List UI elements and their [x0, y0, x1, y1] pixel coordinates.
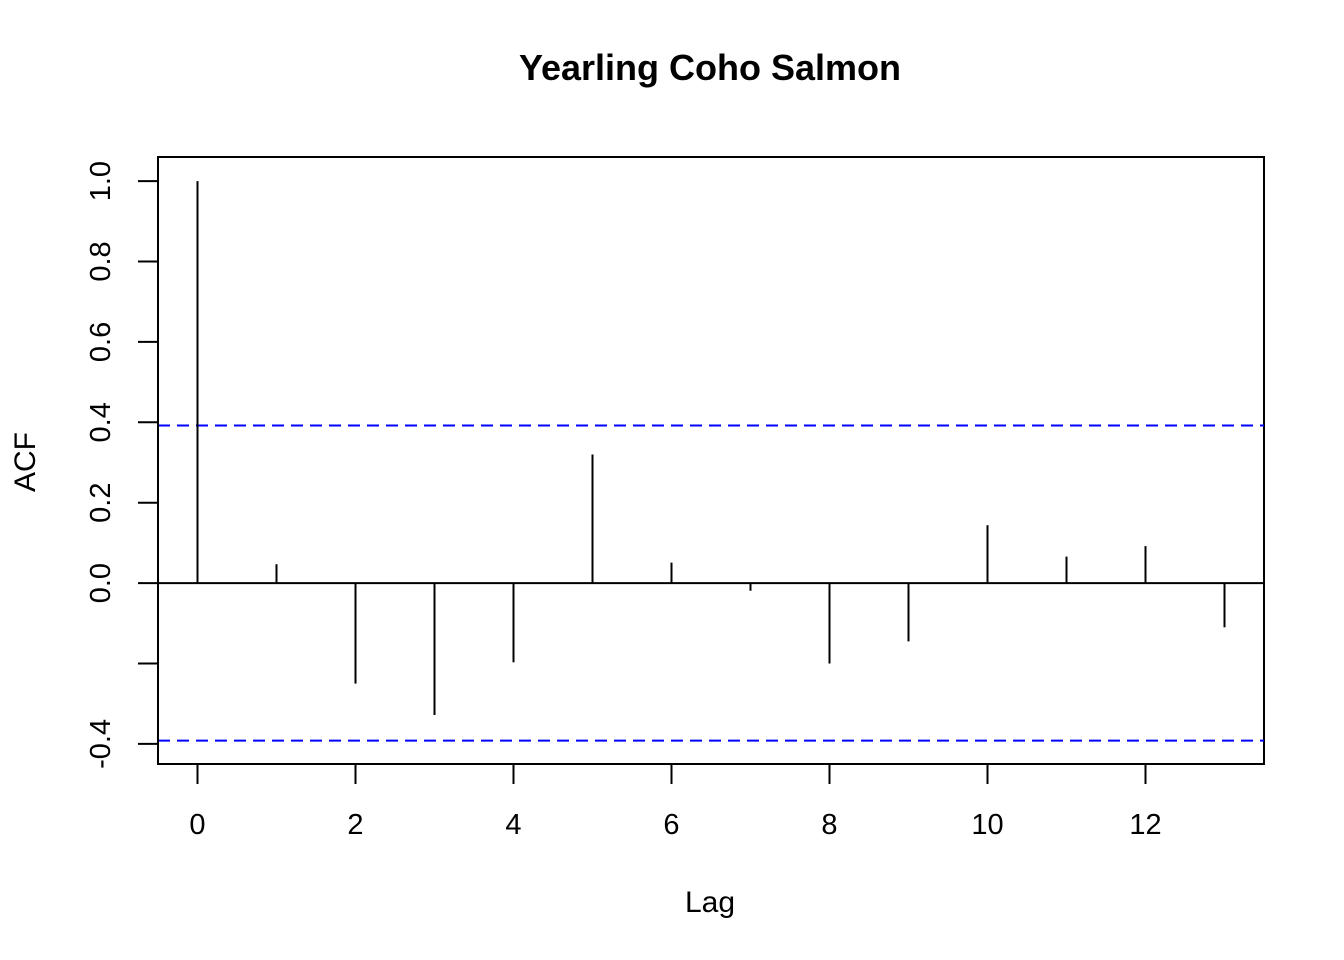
y-axis-label: ACF — [9, 432, 42, 492]
x-tick-label-4: 4 — [505, 809, 521, 841]
y-tick-label-1: 1.0 — [85, 161, 117, 201]
x-axis: 0 2 4 6 8 10 12 — [189, 763, 1162, 841]
y-tick-label-0: 0.0 — [85, 563, 117, 603]
chart-title: Yearling Coho Salmon — [519, 47, 901, 88]
x-tick-label-2: 2 — [347, 809, 363, 841]
confidence-bounds — [158, 424, 1264, 742]
x-tick-label-0: 0 — [189, 809, 205, 841]
x-tick-label-10: 10 — [971, 809, 1003, 841]
y-tick-label--0.4: -0.4 — [85, 719, 117, 769]
acf-bars — [196, 181, 1226, 715]
y-tick-label-0.4: 0.4 — [85, 402, 117, 442]
x-axis-label: Lag — [685, 886, 735, 919]
y-axis: -0.4 0.0 0.2 0.4 0.6 0.8 1.0 — [85, 161, 159, 769]
y-tick-label-0.8: 0.8 — [85, 241, 117, 281]
y-tick-label-0.6: 0.6 — [85, 322, 117, 362]
y-tick-label-0.2: 0.2 — [85, 483, 117, 523]
plot-frame — [157, 156, 1265, 765]
x-tick-label-6: 6 — [663, 809, 679, 841]
x-tick-label-12: 12 — [1129, 809, 1161, 841]
x-tick-label-8: 8 — [821, 809, 837, 841]
